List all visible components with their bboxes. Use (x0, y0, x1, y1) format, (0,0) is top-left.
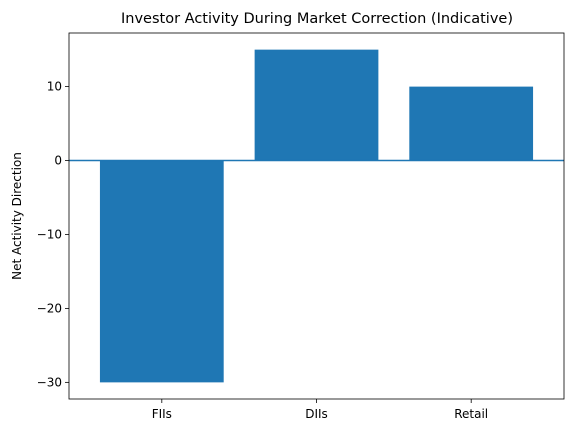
x-tick-label: FIIs (152, 407, 172, 421)
bar-fiis (99, 160, 224, 383)
chart-title: Investor Activity During Market Correcti… (121, 11, 513, 27)
x-tick-label: DIIs (305, 407, 328, 421)
y-axis-label: Net Activity Direction (10, 152, 24, 280)
x-ticks-layer: FIIs DIIs Retail (152, 399, 488, 421)
y-tick-label: −10 (37, 227, 62, 241)
y-tick-label: 0 (54, 154, 62, 168)
y-tick-label: 10 (47, 80, 62, 94)
bars-layer (99, 49, 534, 383)
y-tick-label: −20 (37, 301, 62, 315)
y-tick-label: −30 (37, 375, 62, 389)
x-tick-label: Retail (454, 407, 488, 421)
y-ticks-layer: −30 −20 −10 0 10 (37, 80, 69, 389)
bar-diis (254, 49, 379, 161)
bar-retail (409, 86, 534, 161)
